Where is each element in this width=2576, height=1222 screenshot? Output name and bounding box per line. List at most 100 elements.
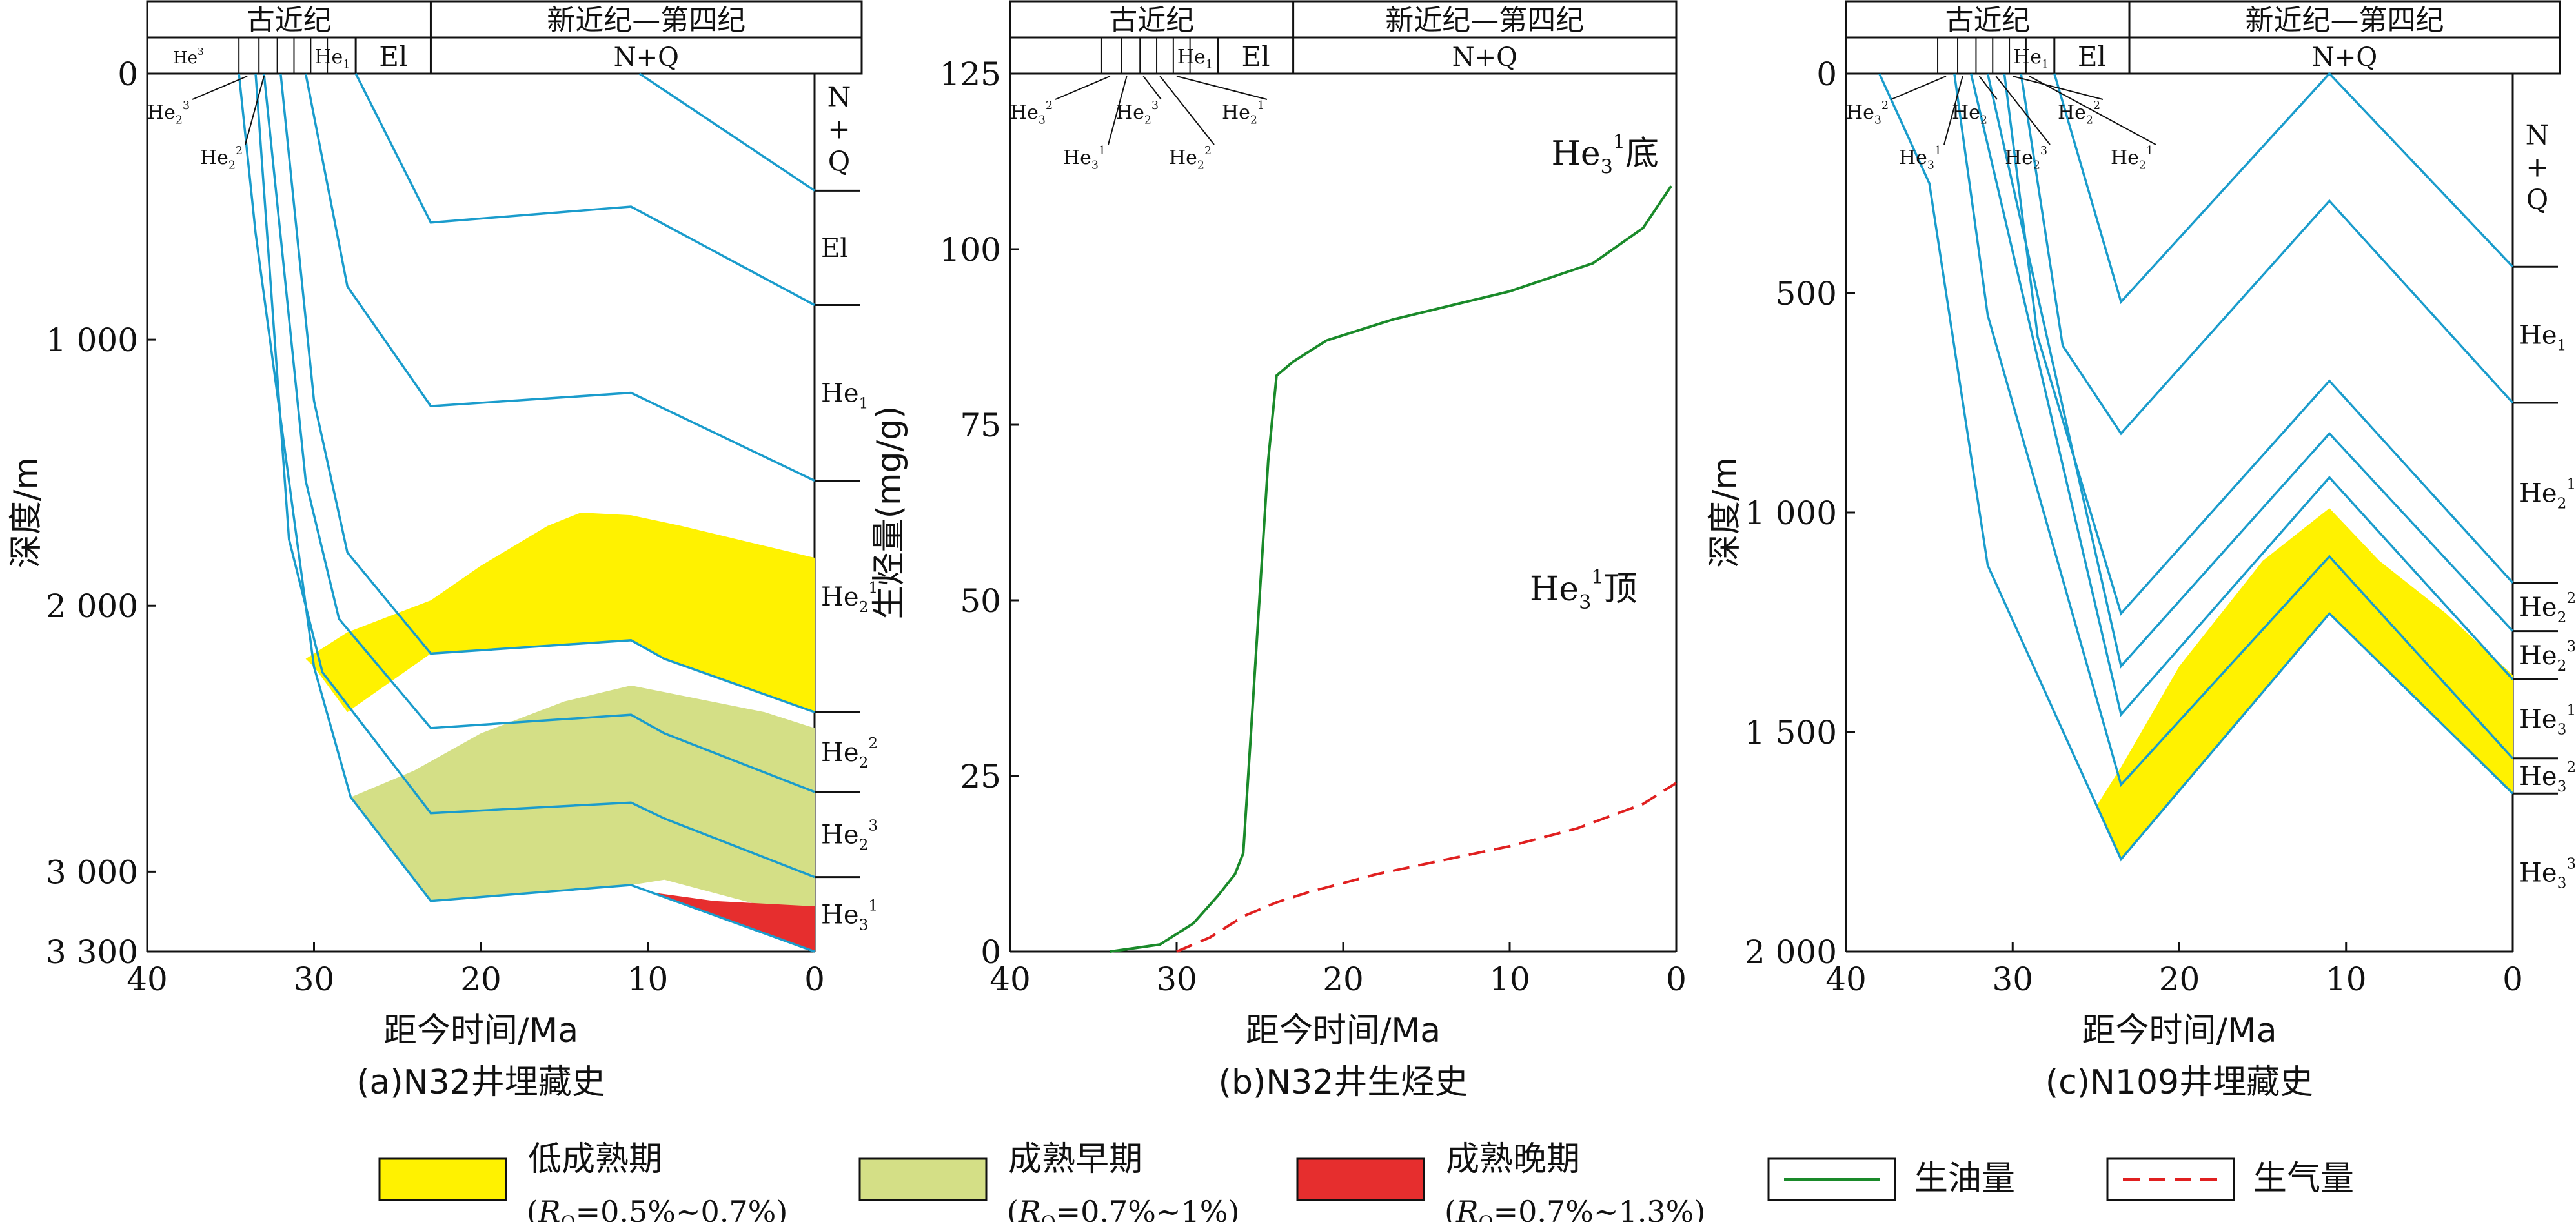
burial-line-5	[254, 73, 815, 879]
x-tick-label: 30	[294, 961, 335, 998]
x-axis-label: 距今时间/Ma	[2082, 1012, 2277, 1050]
paleogene-label: 古近纪	[247, 4, 332, 37]
y-tick-label: 500	[1776, 275, 1837, 312]
callout-leader-0	[1891, 76, 1947, 100]
callout-leader-1	[1108, 76, 1128, 145]
strata-label-2: He1	[821, 379, 868, 412]
annotation-0: He31底	[1552, 130, 1659, 178]
panel-title: (b)N32井生烃史	[1219, 1063, 1468, 1102]
panel-title: (a)N32井埋藏史	[356, 1063, 605, 1102]
x-tick-label: 0	[2502, 961, 2523, 998]
callout-leader-2	[1142, 76, 1162, 100]
strata-label-4: He23	[2519, 638, 2576, 675]
legend-label-1: 成熟早期	[1008, 1140, 1142, 1179]
neogene-label: 新近纪—第四纪	[1385, 4, 1584, 37]
strata-label-7: He33	[2519, 855, 2576, 892]
y-axis-label: 深度/m	[7, 457, 46, 568]
callout-3: He22	[1169, 145, 1212, 172]
x-axis-label: 距今时间/Ma	[383, 1012, 578, 1050]
burial-line-1	[354, 73, 815, 307]
strata-label-0-plus: +	[827, 114, 850, 145]
y-tick-label: 3 000	[46, 853, 138, 891]
callout-leader-3	[1995, 76, 2051, 145]
callout-2: He2	[1952, 101, 1987, 127]
burial-line-0	[638, 72, 815, 192]
y-axis-label: 生烃量(mg/g)	[870, 406, 909, 620]
strata-label-1: He1	[2519, 321, 2566, 354]
strata-label-3: He21	[821, 579, 878, 616]
legend-swatch-2	[1296, 1157, 1425, 1201]
burial-line-2	[2003, 73, 2514, 616]
zone-0	[305, 513, 815, 713]
burial-line-4	[263, 73, 815, 793]
legend-note-1: (RO=0.7%~1%)	[1007, 1194, 1239, 1222]
y-tick-label: 1 000	[1745, 494, 1837, 532]
burial-line-5	[1953, 73, 2514, 788]
header-el: El	[1242, 41, 1270, 72]
strata-label-0: N	[827, 81, 851, 113]
callout-leader-2	[1978, 76, 1998, 100]
callout-leader-1	[245, 76, 265, 145]
y-tick-label: 2 000	[46, 587, 138, 625]
y-tick-label: 125	[940, 56, 1001, 93]
callout-1: He31	[1063, 145, 1106, 172]
strata-label-0: N	[2526, 119, 2550, 151]
y-tick-label: 75	[960, 407, 1001, 444]
zone-0	[2096, 508, 2513, 860]
strata-label-0-q: Q	[2526, 184, 2548, 216]
strata-label-4: He22	[821, 735, 878, 771]
y-tick-label: 100	[940, 231, 1001, 269]
y-tick-label: 1 500	[1745, 714, 1837, 751]
x-tick-label: 40	[989, 961, 1031, 998]
x-tick-label: 10	[2326, 961, 2367, 998]
zone-1	[350, 685, 815, 920]
annotation-1: He31顶	[1530, 566, 1638, 614]
callout-1: He31	[1899, 145, 1942, 172]
strata-label-5: He23	[821, 817, 878, 854]
legend-swatch-0	[378, 1157, 507, 1201]
callout-2: He23	[1116, 99, 1159, 127]
callout-4: He21	[1222, 99, 1264, 127]
callout-0: He32	[1846, 99, 1889, 127]
burial-line-1	[2020, 73, 2514, 436]
callout-5: He21	[2111, 145, 2153, 172]
callout-leader-0	[192, 76, 248, 100]
callout-4: He22	[2058, 99, 2100, 127]
y-tick-label: 0	[117, 56, 138, 93]
burial-line-6	[1878, 73, 2514, 862]
strata-label-2: He21	[2519, 475, 2576, 512]
strata-label-3: He22	[2519, 589, 2576, 626]
panel-title: (c)N109井埋藏史	[2045, 1063, 2313, 1102]
series-1	[1176, 782, 1678, 953]
strata-label-1: El	[821, 234, 848, 263]
x-tick-label: 30	[1156, 961, 1197, 998]
burial-line-6	[238, 73, 815, 953]
callout-leader-5	[2029, 76, 2156, 145]
x-tick-label: 10	[627, 961, 669, 998]
callout-leader-3	[1159, 76, 1215, 145]
callout-0: He32	[1010, 99, 1053, 127]
y-tick-label: 2 000	[1745, 933, 1837, 971]
strata-label-6: He31	[821, 897, 878, 933]
header-nq: N+Q	[1452, 43, 1517, 72]
paleogene-label: 古近纪	[1109, 4, 1194, 37]
burial-line-0	[2053, 72, 2514, 305]
x-tick-label: 0	[1666, 961, 1687, 998]
y-tick-label: 50	[960, 582, 1001, 620]
header-he1: He1	[314, 46, 350, 72]
legend: 低成熟期 (RO=0.5%~0.7%) 成熟早期 (RO=0.7%~1%) 成熟晚期 (R…	[378, 1140, 2354, 1222]
callout-1: He22	[200, 145, 243, 172]
burial-line-2	[304, 73, 815, 482]
header-el: El	[2078, 41, 2106, 72]
strata-label-0-plus: +	[2526, 152, 2548, 183]
neogene-label: 新近纪—第四纪	[547, 4, 745, 37]
legend-note-0: (RO=0.5%~0.7%)	[527, 1194, 787, 1222]
series-0	[1110, 185, 1672, 953]
strata-label-6: He32	[2519, 759, 2576, 795]
strata-label-0-q: Q	[828, 146, 850, 178]
x-tick-label: 40	[127, 961, 168, 998]
legend-label-4: 生气量	[2253, 1159, 2354, 1198]
neogene-label: 新近纪—第四纪	[2246, 4, 2444, 37]
header-he1: He1	[1177, 46, 1213, 72]
